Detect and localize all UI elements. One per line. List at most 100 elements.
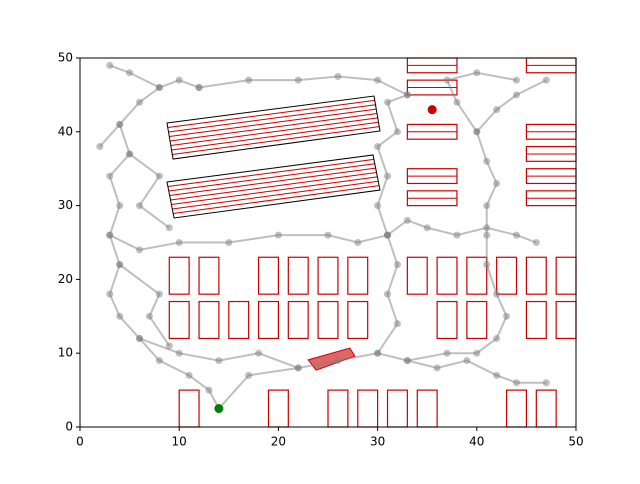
block-stripe [172, 180, 379, 210]
tree-node [512, 231, 520, 239]
parking-spot [347, 256, 369, 295]
tilted-block [166, 95, 381, 160]
parking-spot [287, 256, 309, 295]
block-stripe [170, 172, 377, 201]
tree-node [136, 202, 144, 210]
tree-node [106, 61, 114, 69]
tree-node [473, 69, 481, 77]
tree-node [96, 143, 104, 151]
block-stripe [169, 108, 377, 138]
tree-node [106, 231, 114, 239]
block-stripe [173, 185, 380, 214]
tree-node [463, 357, 471, 365]
tree-node [145, 312, 153, 320]
tree-node [175, 76, 183, 84]
block-stripe [169, 113, 378, 142]
tree-node [106, 172, 114, 180]
parking-spot [317, 256, 339, 295]
tree-node [126, 69, 134, 77]
tree-node [185, 371, 193, 379]
tree-node [503, 312, 511, 320]
parking-spot [257, 256, 279, 295]
x-tick-label: 50 [568, 435, 583, 449]
tree-node [393, 128, 401, 136]
x-tick-label: 30 [370, 435, 385, 449]
tree-node [393, 320, 401, 328]
parking-spot [168, 256, 190, 295]
block-stripe [168, 104, 376, 133]
x-tick-label: 40 [469, 435, 484, 449]
tree-node [393, 261, 401, 269]
block-stripe [172, 126, 380, 156]
tree-node [195, 84, 203, 92]
parking-spot [287, 300, 309, 340]
tree-node [334, 357, 342, 365]
x-tick-label: 20 [271, 435, 286, 449]
tree-node [512, 379, 520, 387]
tree-node [532, 239, 540, 246]
tree-node [483, 231, 491, 239]
block-stripe [167, 99, 375, 129]
tree-node [384, 98, 392, 106]
parking-spot [466, 300, 488, 340]
start-point [214, 404, 224, 414]
block-stripe [167, 158, 374, 187]
tree-node [136, 98, 144, 106]
tree-node [245, 76, 253, 84]
tree-node [433, 364, 441, 372]
y-tick-label: 50 [58, 51, 73, 65]
tree-branch [198, 75, 408, 96]
tree-node [512, 76, 520, 84]
tree-node [116, 120, 124, 128]
tree-node [116, 261, 124, 269]
tree-node [483, 261, 491, 269]
goal-point [427, 105, 437, 115]
tree-node [374, 349, 382, 357]
tree-node [453, 98, 461, 106]
y-tick-label: 30 [58, 198, 73, 212]
parking-spot [198, 300, 220, 340]
tree-node [542, 379, 550, 387]
tree-node [116, 312, 124, 320]
parking-spot [466, 256, 488, 295]
parking-spot [347, 300, 369, 340]
tree-node [175, 239, 183, 246]
tree-node [403, 216, 411, 224]
parking-spot [317, 300, 339, 340]
tree-node [334, 72, 342, 80]
tree-node [126, 150, 134, 158]
parking-spot [436, 256, 458, 295]
axes-frame [79, 57, 577, 428]
tree-node [384, 290, 392, 298]
tree-node [483, 202, 491, 210]
tree-node [374, 76, 382, 84]
block-stripe [170, 117, 378, 147]
tree-node [106, 290, 114, 298]
tilted-block [166, 154, 381, 219]
tree-node [374, 202, 382, 210]
block-stripe [171, 121, 379, 151]
parking-spot [436, 300, 458, 340]
tree-node [255, 349, 263, 357]
tree-node [384, 231, 392, 239]
x-tick-label: 10 [172, 435, 187, 449]
parking-spot [406, 256, 428, 295]
tree-node [155, 84, 163, 92]
tree-node [294, 364, 302, 372]
y-tick-label: 40 [58, 124, 73, 138]
parking-spot [168, 300, 190, 340]
tree-node [473, 128, 481, 136]
tree-branch [109, 234, 388, 251]
tree-node [384, 172, 392, 180]
tree-node [274, 231, 282, 239]
tree-node [205, 386, 213, 394]
tree-node [294, 76, 302, 84]
tree-node [493, 371, 501, 379]
tree-node [324, 231, 332, 239]
tree-node [493, 334, 501, 342]
block-stripe [168, 163, 375, 192]
tree-node [155, 357, 163, 365]
tree-branch [129, 153, 170, 229]
block-stripe [171, 176, 378, 205]
